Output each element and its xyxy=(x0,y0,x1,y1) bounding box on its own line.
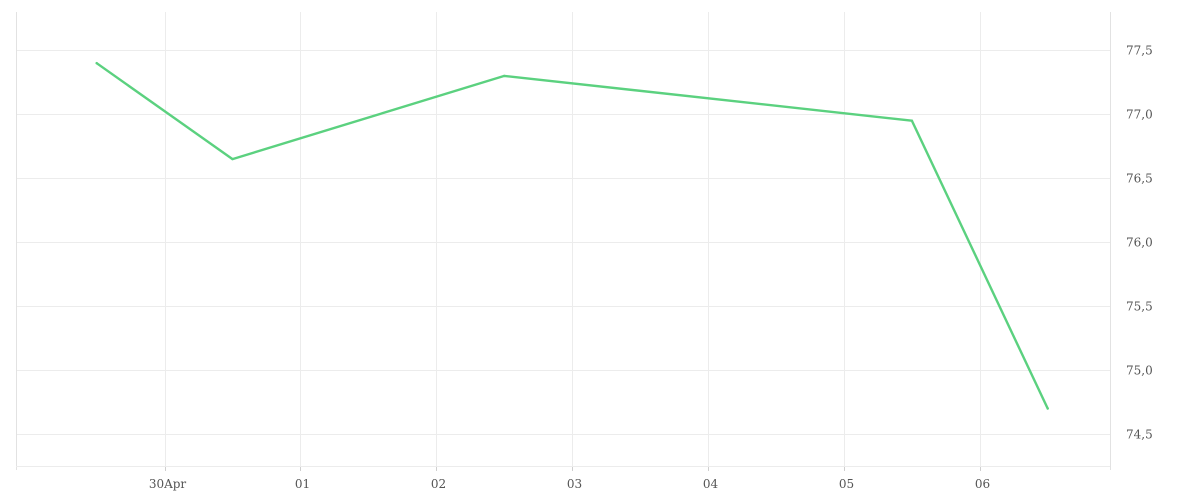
tick-labels: 74,5 75,0 75,5 76,0 76,5 77,0 77,5 30Apr 01 02 03 0… xyxy=(149,44,1153,492)
x-tick-label: 06 xyxy=(975,477,990,491)
data-point xyxy=(231,157,234,161)
series-layer xyxy=(95,62,1049,410)
x-tick-label: 02 xyxy=(431,477,446,491)
x-tick-label: 30Apr xyxy=(149,477,187,491)
y-tick-label: 76,0 xyxy=(1126,236,1153,250)
grid xyxy=(16,12,1110,466)
x-tick-label: 05 xyxy=(839,477,854,491)
y-tick-label: 75,5 xyxy=(1126,300,1153,314)
x-tick-label: 04 xyxy=(703,477,719,491)
y-tick-label: 76,5 xyxy=(1126,172,1153,186)
x-tick-label: 03 xyxy=(567,477,582,491)
data-point xyxy=(910,119,914,122)
y-tick-label: 77,5 xyxy=(1126,44,1153,58)
data-point xyxy=(503,74,506,78)
y-tick-label: 75,0 xyxy=(1126,364,1153,378)
y-tick-label: 77,0 xyxy=(1126,108,1153,122)
axes xyxy=(16,12,1111,471)
data-point xyxy=(1046,407,1049,410)
data-point xyxy=(95,62,98,65)
x-tick-label: 01 xyxy=(295,477,310,491)
y-tick-label: 74,5 xyxy=(1126,428,1153,442)
